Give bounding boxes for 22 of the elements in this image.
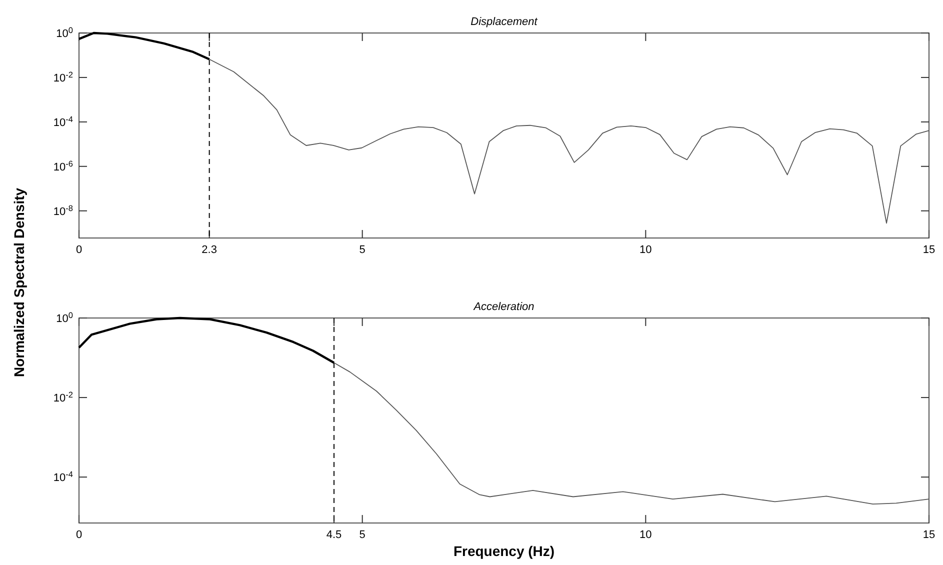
y-tick-label: 10$^{-2}$	[53, 390, 74, 405]
x-tick-label: 10	[640, 529, 652, 541]
x-tick-label: 5	[359, 529, 366, 541]
x-tick-label: 4.5	[326, 529, 342, 541]
x-tick-label: 0	[76, 529, 82, 541]
y-tick-label: 10$^{0}$	[56, 26, 74, 40]
y-tick-label: 10$^{-6}$	[53, 158, 74, 174]
chart-title: Acceleration	[472, 301, 534, 313]
y-tick-label: 10$^{-8}$	[53, 203, 74, 218]
x-axis-title: Frequency (Hz)	[453, 543, 555, 559]
x-tick-label: 15	[922, 529, 936, 541]
x-tick-label: 15	[922, 244, 936, 256]
y-tick-label: 10$^{-4}$	[53, 114, 74, 129]
y-tick-label: 10$^{-4}$	[53, 470, 74, 484]
x-tick-label: 5	[359, 244, 366, 256]
y-tick-label: 10$^{-2}$	[53, 70, 74, 84]
x-tick-label: 2.3	[202, 244, 217, 256]
x-tick-label: 10	[640, 244, 652, 256]
chart-title: Displacement	[470, 16, 538, 28]
x-tick-label: 0	[76, 244, 82, 256]
y-axis-title: Normalized Spectral Density	[11, 188, 27, 378]
y-tick-label: 10$^{0}$	[56, 310, 74, 325]
